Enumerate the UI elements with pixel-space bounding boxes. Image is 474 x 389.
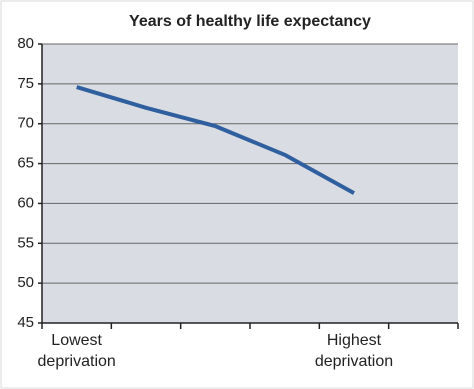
- y-tick-label: 50: [17, 274, 34, 291]
- y-tick-label: 75: [17, 75, 34, 92]
- y-tick-label: 45: [17, 314, 34, 331]
- plot-area: [42, 44, 458, 323]
- y-tick-label: 55: [17, 234, 34, 251]
- x-tick-label: Highest deprivation: [314, 332, 394, 370]
- y-tick-label: 70: [17, 115, 34, 132]
- y-tick-label: 65: [17, 155, 34, 172]
- data-line: [76, 85, 355, 195]
- chart-title: Years of healthy life expectancy: [129, 13, 371, 30]
- y-tick-label: 80: [17, 35, 34, 52]
- y-tick-label: 60: [17, 194, 34, 211]
- x-tick-label: Lowest deprivation: [37, 332, 116, 370]
